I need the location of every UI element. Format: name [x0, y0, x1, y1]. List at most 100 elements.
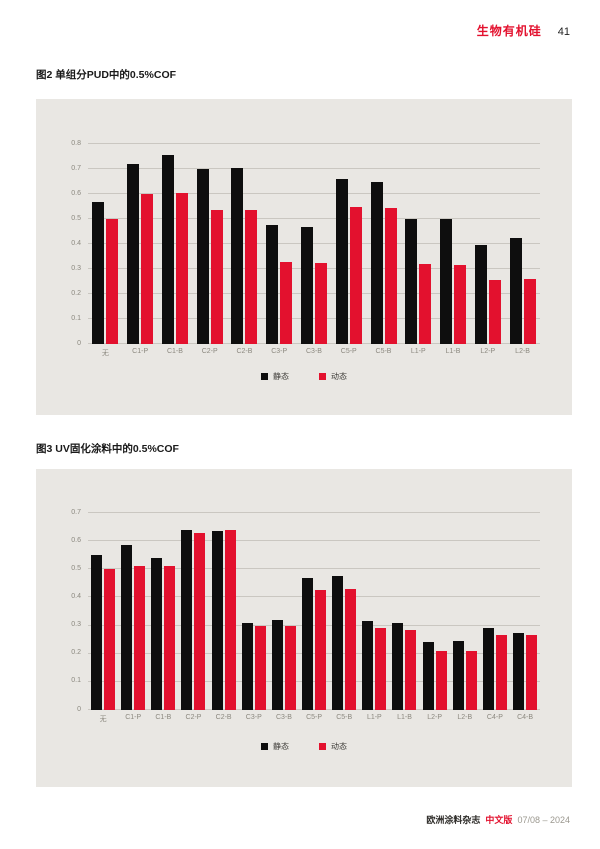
bar-静态-C4-B [513, 632, 525, 710]
gridline [88, 218, 540, 219]
bar-静态-C1-B [151, 558, 163, 710]
bar-动态-C2-P [210, 210, 223, 344]
bar-静态-L1-B [392, 622, 404, 710]
bar-静态-C5-P [335, 179, 348, 344]
y-tick-label: 0.5 [71, 214, 81, 222]
y-tick-label: 0.2 [71, 289, 81, 297]
bar-静态-L1-P [405, 219, 418, 344]
y-tick-label: 0.3 [71, 621, 81, 629]
gridline [88, 652, 540, 654]
footer-edition: 中文版 [485, 815, 513, 825]
bar-group-C1-B [148, 513, 178, 710]
legend-item-静态: 静态 [261, 741, 289, 752]
bar-静态-C3-B [271, 619, 283, 710]
x-tick-label: C4-P [486, 714, 503, 721]
bar-group-C5-P [331, 144, 366, 344]
bar-动态-C5-P [349, 206, 362, 344]
x-tick-label: C2-P [185, 714, 202, 721]
bar-动态-L1-P [375, 628, 387, 710]
x-tick-label: L2-P [427, 714, 443, 721]
bar-动态-C3-B [284, 625, 296, 710]
bar-group-C5-B [366, 144, 401, 344]
bars-row [88, 513, 540, 710]
gridline [88, 293, 540, 294]
bar-group-C4-B [510, 513, 540, 710]
gridline [88, 243, 540, 244]
bar-动态-C4-B [526, 635, 538, 710]
bar-动态-C4-P [495, 635, 507, 710]
y-tick-label: 0.1 [71, 314, 81, 322]
bar-静态-无 [91, 555, 103, 710]
gridline [88, 624, 540, 626]
bar-动态-C1-P [134, 566, 146, 710]
bar-动态-C5-P [315, 590, 327, 710]
bar-动态-L1-B [454, 265, 467, 344]
gridline [88, 168, 540, 169]
x-tick-label: 无 [99, 716, 107, 723]
bar-group-L1-B [389, 513, 419, 710]
x-tick-label: C1-B [166, 348, 183, 355]
x-tick-label: 无 [101, 350, 109, 357]
bar-动态-L2-B [465, 650, 477, 710]
bar-静态-C1-P [121, 545, 133, 710]
bar-group-无 [88, 144, 123, 344]
x-tick-label: C2-B [215, 714, 232, 721]
bar-静态-C4-P [482, 628, 494, 710]
bar-group-L2-B [505, 144, 540, 344]
gridline [88, 680, 540, 682]
bars-row [88, 144, 540, 344]
x-tick-label: C5-P [340, 348, 357, 355]
y-tick-label: 0 [77, 705, 81, 713]
bar-静态-C5-B [332, 576, 344, 710]
x-tick-label: C1-P [125, 714, 142, 721]
bar-动态-C2-B [224, 529, 236, 710]
bar-静态-L1-P [362, 621, 374, 710]
figure2-chart-panel: 0 0.1 0.2 0.3 0.4 0.5 0.6 0.7 0.8 无 C1-P C1-B C2-P C… [36, 99, 572, 415]
gridline [88, 540, 540, 542]
x-axis-labels: 无 C1-P C1-B C2-P C2-B C3-P C3-B C5-P C5-B L1-P L1-… [88, 348, 540, 358]
bar-group-C4-P [480, 513, 510, 710]
bar-group-C2-B [227, 144, 262, 344]
bar-动态-C1-P [141, 194, 154, 344]
footer-journal-name: 欧洲涂料杂志 [426, 815, 481, 825]
legend: 静态 动态 [36, 371, 572, 382]
x-tick-label: C3-B [275, 714, 292, 721]
bar-动态-C1-B [175, 192, 188, 344]
bar-group-C1-P [118, 513, 148, 710]
y-tick-label: 0.1 [71, 677, 81, 685]
bar-静态-C2-B [211, 531, 223, 710]
bar-group-C3-B [269, 513, 299, 710]
bar-动态-L2-P [435, 650, 447, 710]
bar-静态-C3-B [300, 226, 313, 344]
gridline [88, 143, 540, 144]
y-tick-label: 0.7 [71, 508, 81, 516]
bar-group-C1-P [123, 144, 158, 344]
page-number: 41 [557, 26, 570, 38]
legend-swatch [261, 743, 268, 750]
y-tick-label: 0.4 [71, 592, 81, 600]
bar-静态-L2-P [474, 245, 487, 344]
figure3-chart-panel: 0 0.1 0.2 0.3 0.4 0.5 0.6 0.7 无 C1-P C1-B C2-P C2-B… [36, 469, 572, 787]
page-header: 生物有机硅 41 [477, 22, 570, 39]
bar-动态-C3-B [314, 262, 327, 344]
legend: 静态 动态 [36, 741, 572, 752]
bar-动态-无 [104, 569, 116, 710]
x-tick-label: L1-P [410, 348, 426, 355]
y-tick-label: 0.8 [71, 139, 81, 147]
x-tick-label: L1-B [397, 714, 412, 721]
bar-静态-C3-P [241, 622, 253, 710]
x-tick-label: C2-P [201, 348, 218, 355]
gridline [88, 193, 540, 194]
bar-静态-C1-B [161, 155, 174, 344]
y-tick-label: 0.6 [71, 189, 81, 197]
bar-动态-L2-B [523, 279, 536, 344]
legend-label: 静态 [273, 372, 289, 381]
bar-group-C2-P [192, 144, 227, 344]
y-tick-label: 0.4 [71, 239, 81, 247]
x-tick-label: C4-B [517, 714, 534, 721]
y-tick-label: 0.3 [71, 264, 81, 272]
plot-area: 0 0.1 0.2 0.3 0.4 0.5 0.6 0.7 0.8 [71, 140, 540, 347]
bar-静态-C2-B [231, 167, 244, 344]
x-tick-label: C2-B [236, 348, 253, 355]
bar-group-L2-P [420, 513, 450, 710]
